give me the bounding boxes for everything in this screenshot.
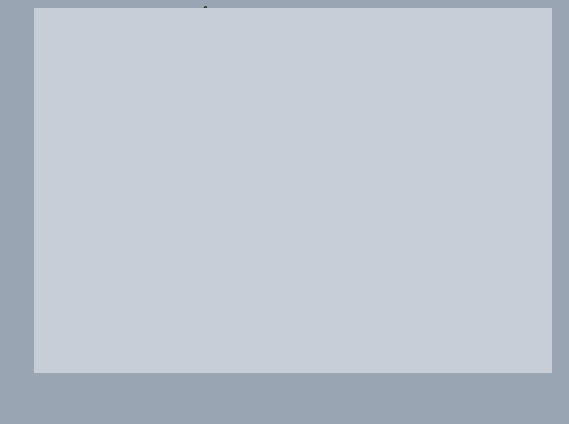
- Text: 1: 1: [164, 141, 173, 154]
- Text: Lines ℓ and m are intersected by transversal t and ℓ ∥ m.: Lines ℓ and m are intersected by transve…: [60, 20, 437, 32]
- Text: If m∠2 = 112, what is m∠7?: If m∠2 = 112, what is m∠7?: [76, 285, 286, 300]
- Text: 7: 7: [314, 158, 322, 171]
- Text: 3: 3: [199, 140, 208, 153]
- Text: 2: 2: [167, 141, 176, 154]
- Text: 8: 8: [312, 159, 320, 173]
- Text: $m$: $m$: [314, 5, 331, 23]
- Bar: [148, 322, 381, 359]
- Text: m∠7 =: m∠7 =: [76, 333, 129, 348]
- Text: 6: 6: [282, 159, 290, 173]
- Text: 5: 5: [278, 159, 287, 172]
- Text: 4: 4: [198, 141, 207, 154]
- Text: $t$: $t$: [446, 209, 454, 225]
- Text: $\ell$: $\ell$: [200, 5, 208, 23]
